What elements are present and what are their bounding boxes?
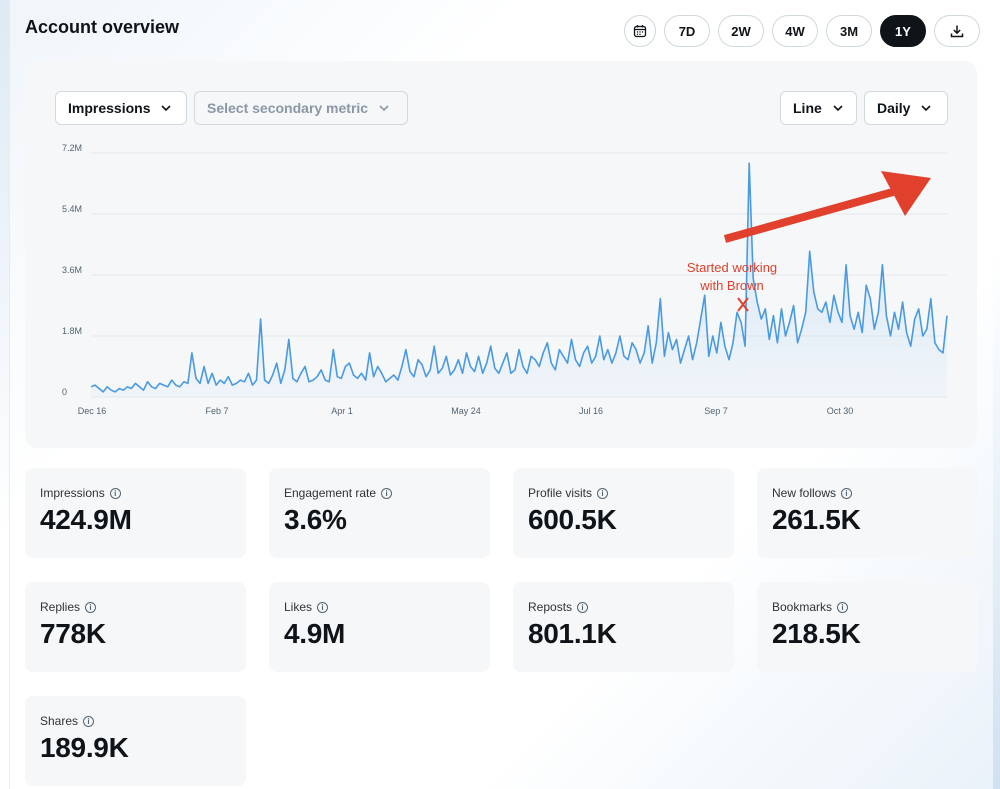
- x-tick-label: Apr 1: [331, 406, 353, 416]
- info-icon[interactable]: i: [381, 487, 393, 499]
- y-tick-label: 0: [62, 387, 67, 397]
- stat-value: 4.9M: [284, 618, 346, 649]
- stat-card-reposts: Reposts i 801.1K: [513, 582, 734, 672]
- calendar-icon: [633, 25, 647, 38]
- y-tick-label: 1.8M: [62, 326, 82, 336]
- chart-type-select[interactable]: Line: [780, 91, 857, 125]
- date-picker-button[interactable]: [624, 15, 656, 47]
- range-1y-button[interactable]: 1Y: [880, 15, 926, 47]
- stat-value: 261.5K: [772, 504, 861, 535]
- page-title: Account overview: [25, 17, 180, 37]
- info-icon[interactable]: i: [109, 487, 121, 499]
- info-icon[interactable]: i: [83, 715, 95, 727]
- stat-label: Impressions i: [40, 486, 231, 500]
- annotation-text-line1: Started working: [687, 260, 777, 275]
- granularity-label: Daily: [877, 100, 911, 116]
- x-tick-label: Feb 7: [205, 406, 228, 416]
- trend-arrow-icon: [723, 171, 931, 243]
- stat-card-bookmarks: Bookmarks i 218.5K: [757, 582, 978, 672]
- stat-label-text: Likes: [284, 600, 313, 614]
- stat-value: 778K: [40, 618, 106, 649]
- info-icon[interactable]: i: [577, 601, 589, 613]
- info-icon[interactable]: i: [597, 487, 609, 499]
- y-tick-label: 3.6M: [62, 265, 82, 275]
- stat-card-profile-visits: Profile visits i 600.5K: [513, 468, 734, 558]
- stat-label: New follows i: [772, 486, 963, 500]
- annotation-text-line2: with Brown: [699, 278, 764, 293]
- chart-series-line: [90, 162, 948, 393]
- stat-label-text: Engagement rate: [284, 486, 377, 500]
- range-2w-button[interactable]: 2W: [718, 15, 764, 47]
- chevron-down-icon: [161, 105, 172, 112]
- stat-card-replies: Replies i 778K: [25, 582, 246, 672]
- download-button[interactable]: [934, 15, 980, 47]
- stat-label-text: Profile visits: [528, 486, 593, 500]
- x-tick-label: May 24: [451, 406, 481, 416]
- download-icon: [950, 25, 964, 38]
- granularity-select[interactable]: Daily: [864, 91, 948, 125]
- stat-label: Profile visits i: [528, 486, 719, 500]
- chevron-down-icon: [379, 105, 389, 112]
- x-tick-label: Dec 16: [78, 406, 107, 416]
- stat-label: Engagement rate i: [284, 486, 475, 500]
- chart-area-fill: [91, 163, 947, 397]
- info-icon[interactable]: i: [841, 487, 853, 499]
- stat-label: Shares i: [40, 714, 231, 728]
- stat-value: 218.5K: [772, 618, 861, 649]
- stat-card-impressions: Impressions i 424.9M: [25, 468, 246, 558]
- range-3m-button[interactable]: 3M: [826, 15, 872, 47]
- secondary-metric-placeholder: Select secondary metric: [207, 100, 369, 116]
- primary-metric-select[interactable]: Impressions: [55, 91, 187, 125]
- chart-card: Impressions Select secondary metric Line…: [25, 61, 977, 448]
- stat-value: 801.1K: [528, 618, 617, 649]
- stat-label: Likes i: [284, 600, 475, 614]
- x-tick-label: Oct 30: [827, 406, 854, 416]
- stat-label-text: Replies: [40, 600, 81, 614]
- chart-type-label: Line: [793, 100, 822, 116]
- x-tick-label: Sep 7: [704, 406, 728, 416]
- info-icon[interactable]: i: [317, 601, 329, 613]
- chevron-down-icon: [921, 105, 932, 112]
- stat-card-new-follows: New follows i 261.5K: [757, 468, 978, 558]
- y-tick-label: 7.2M: [62, 143, 82, 153]
- stat-value: 189.9K: [40, 732, 129, 763]
- stat-label-text: Reposts: [528, 600, 573, 614]
- range-7d-button[interactable]: 7D: [664, 15, 710, 47]
- info-icon[interactable]: i: [837, 601, 849, 613]
- stat-label-text: New follows: [772, 486, 837, 500]
- impressions-chart: 0 1.8M 3.6M 5.4M 7.2M Dec 16 Feb 7 Apr 1 May 24…: [62, 143, 948, 416]
- range-4w-button[interactable]: 4W: [772, 15, 818, 47]
- stat-label-text: Shares: [40, 714, 79, 728]
- secondary-metric-select[interactable]: Select secondary metric: [194, 91, 408, 125]
- chevron-down-icon: [833, 105, 843, 112]
- y-tick-label: 5.4M: [62, 204, 82, 214]
- stat-card-likes: Likes i 4.9M: [269, 582, 490, 672]
- stat-value: 424.9M: [40, 504, 132, 535]
- stat-label: Replies i: [40, 600, 231, 614]
- stat-label-text: Bookmarks: [772, 600, 833, 614]
- annotation-x-mark: [737, 297, 749, 312]
- stat-value: 3.6%: [284, 504, 347, 535]
- range-bar: 7D 2W 4W 3M 1Y: [624, 15, 980, 47]
- primary-metric-label: Impressions: [68, 100, 151, 116]
- stat-card-engagement-rate: Engagement rate i 3.6%: [269, 468, 490, 558]
- stat-label: Bookmarks i: [772, 600, 963, 614]
- x-tick-label: Jul 16: [579, 406, 603, 416]
- info-icon[interactable]: i: [85, 601, 97, 613]
- stat-label-text: Impressions: [40, 486, 105, 500]
- stat-value: 600.5K: [528, 504, 617, 535]
- stat-card-shares: Shares i 189.9K: [25, 696, 246, 786]
- stat-label: Reposts i: [528, 600, 719, 614]
